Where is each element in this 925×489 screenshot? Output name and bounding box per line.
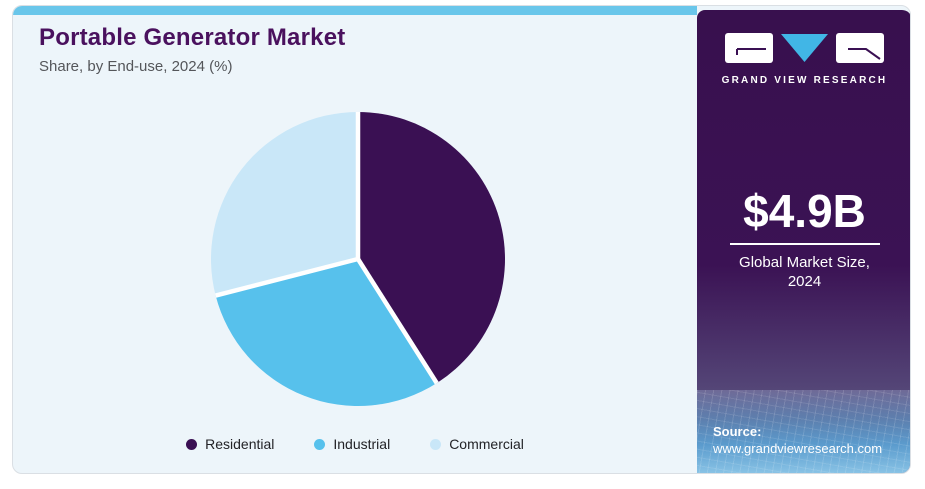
slice-separator — [356, 257, 439, 385]
legend-item-industrial: Industrial — [314, 436, 390, 452]
legend-item-residential: Residential — [186, 436, 274, 452]
slice-separator — [215, 256, 359, 298]
market-size-label-line2: 2024 — [787, 272, 822, 290]
legend-dot-icon — [314, 438, 326, 450]
market-size-value: $4.9B — [743, 185, 866, 237]
legend-label: Commercial — [449, 436, 524, 452]
market-size-label: Global Market Size, 2024 — [697, 254, 910, 292]
pie-chart — [211, 112, 505, 406]
source-box: Source: www.grandviewresearch.com — [697, 390, 910, 473]
pie-slice-industrial — [215, 259, 437, 406]
legend-dot-icon — [430, 438, 442, 450]
chart-card: Portable Generator Market Share, by End-… — [12, 5, 911, 474]
market-size-block: $4.9B Global Market Size, 2024 — [697, 185, 910, 292]
gvr-logo-text: GRAND VIEW RESEARCH — [721, 75, 888, 86]
top-accent-bar — [13, 6, 697, 15]
market-size-divider — [729, 243, 880, 245]
source-label: Source: — [713, 424, 762, 439]
brand-logo-block: GRAND VIEW RESEARCH — [697, 32, 910, 86]
brand-panel: GRAND VIEW RESEARCH $4.9B Global Market … — [697, 10, 910, 473]
legend-label: Residential — [205, 436, 275, 452]
legend-label: Industrial — [333, 436, 391, 452]
pie-slice-commercial — [211, 112, 358, 296]
market-size-label-line1: Global Market Size, — [739, 254, 870, 271]
legend-dot-icon — [186, 438, 198, 450]
source-url: www.grandviewresearch.com — [713, 441, 883, 456]
page-subtitle: Share, by End-use, 2024 (%) — [39, 58, 233, 75]
page-title: Portable Generator Market — [39, 24, 346, 51]
chart-legend: Residential Industrial Commercial — [13, 436, 697, 452]
legend-item-commercial: Commercial — [430, 436, 524, 452]
gvr-logo-icon — [724, 33, 884, 63]
